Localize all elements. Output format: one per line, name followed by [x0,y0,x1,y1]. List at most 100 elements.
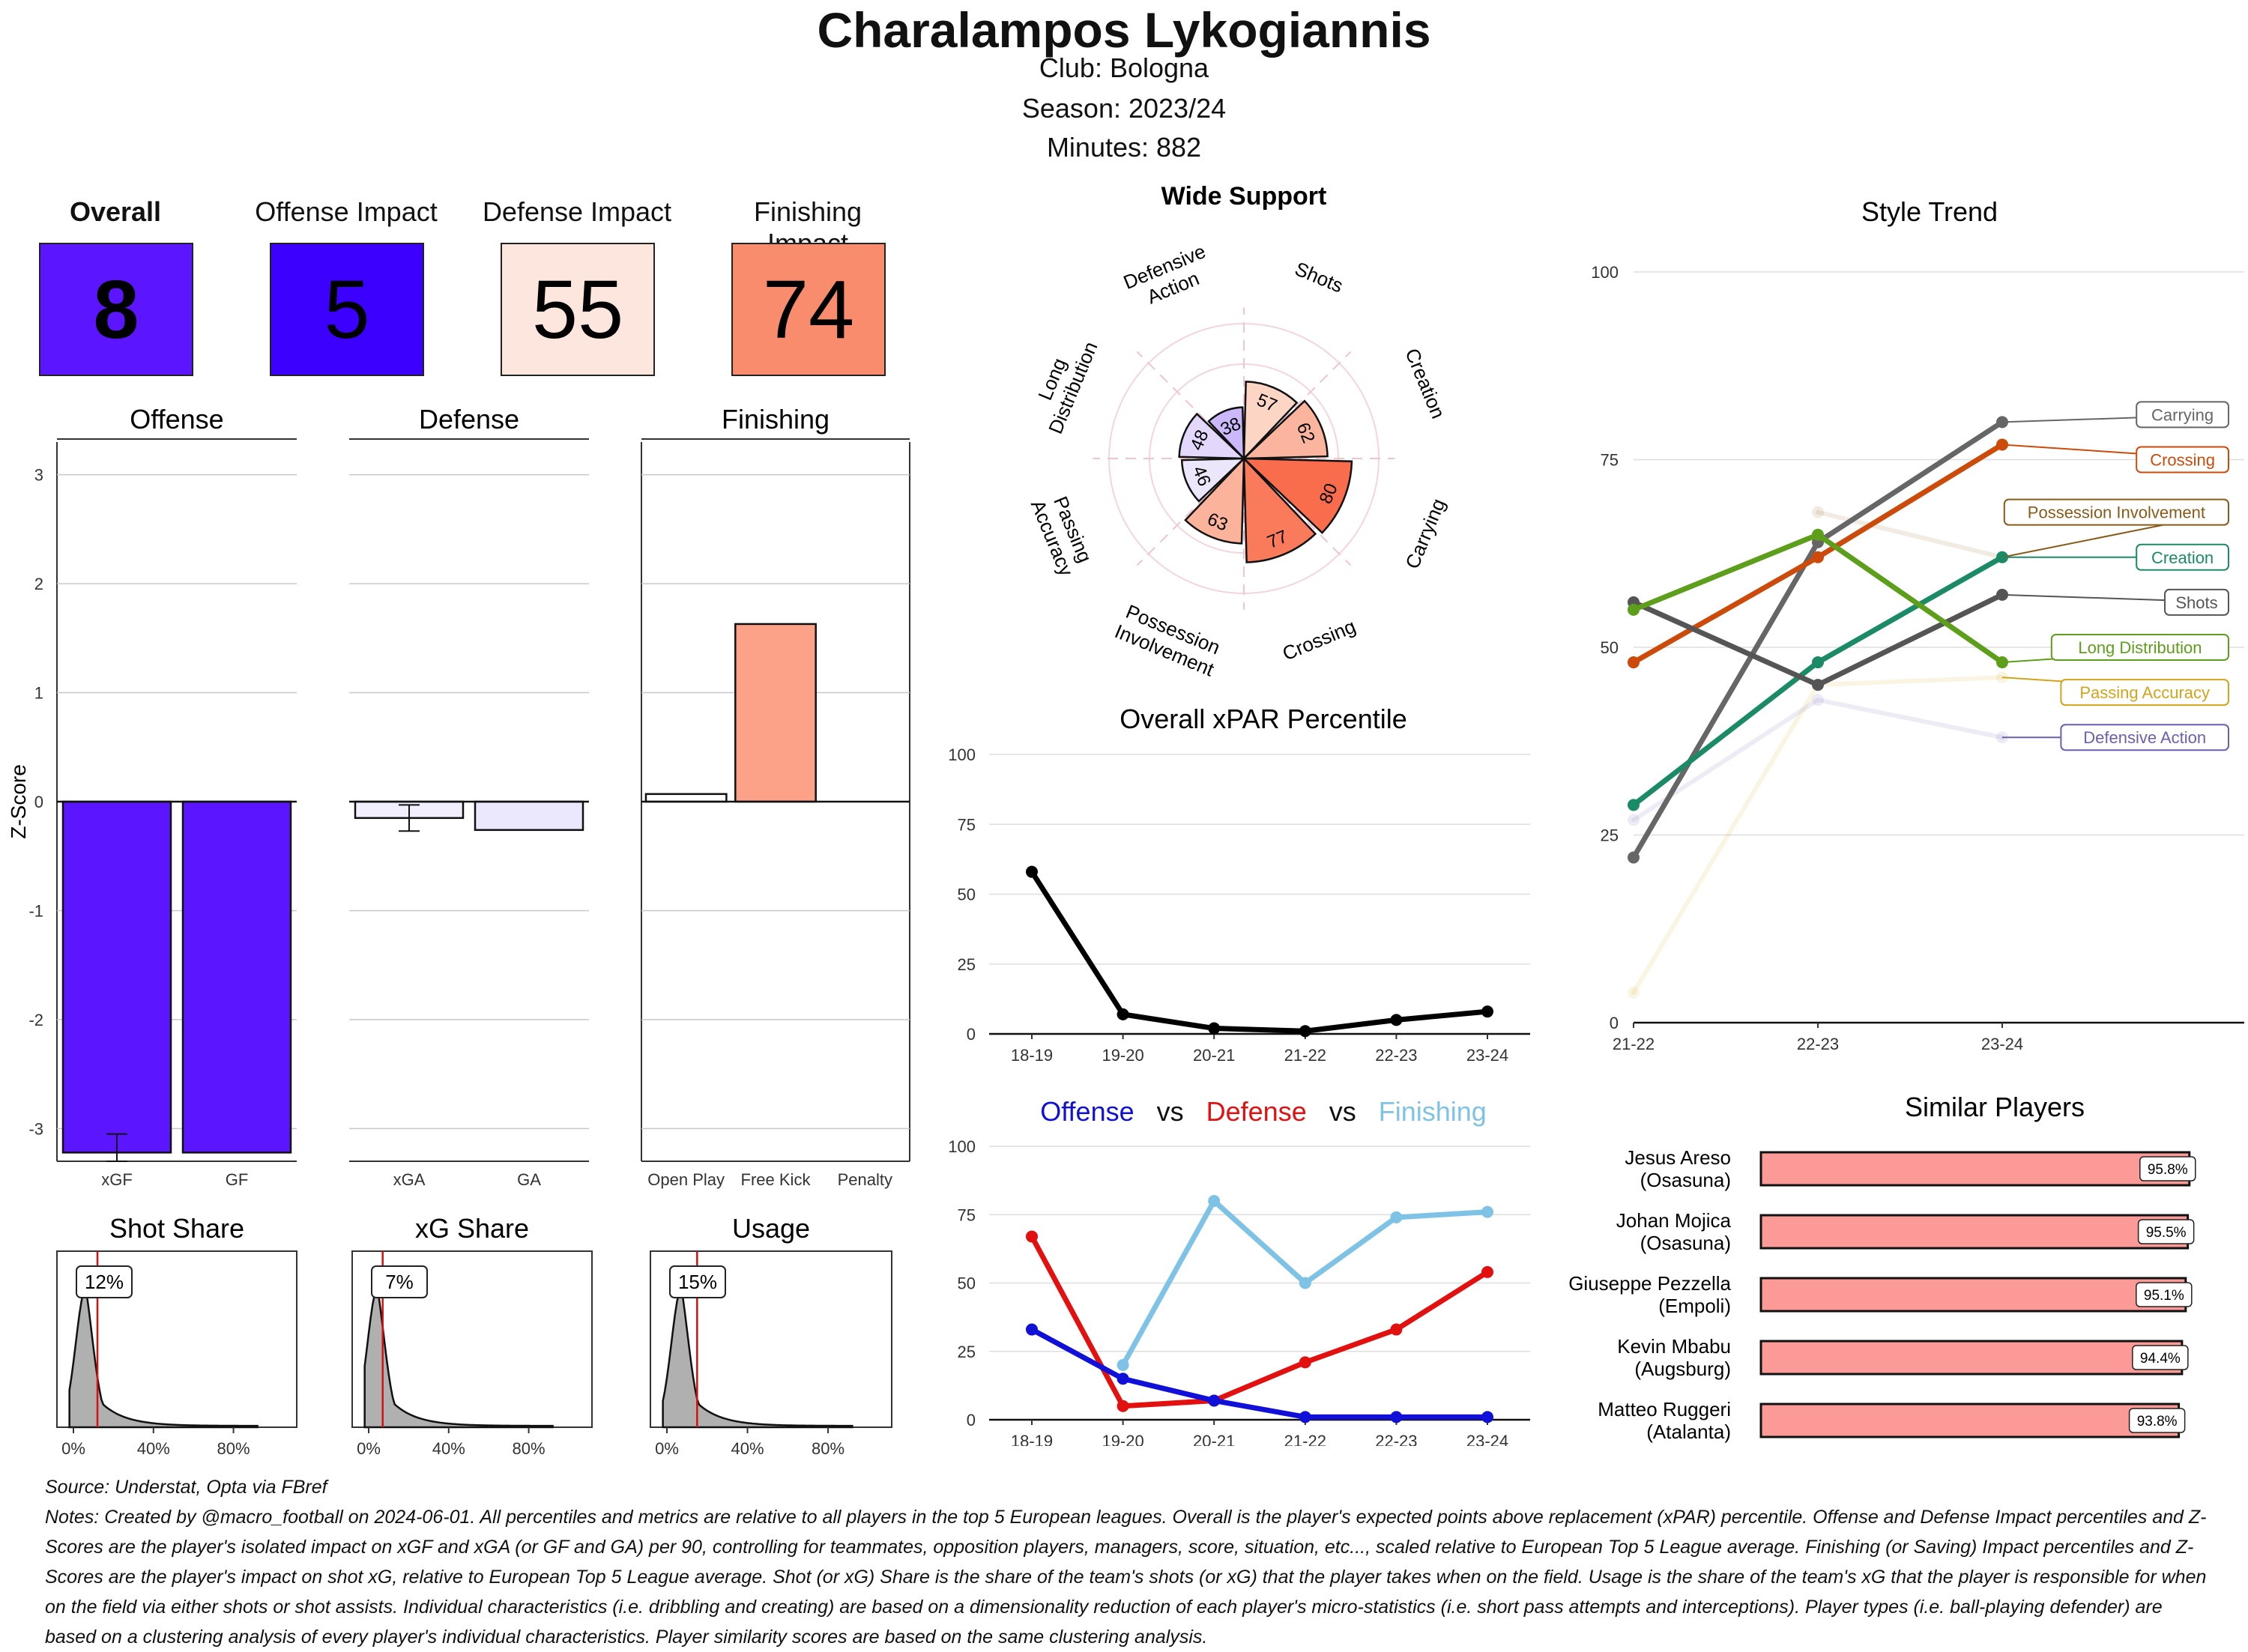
value-box [2136,1282,2193,1307]
density-area [363,1286,554,1429]
y-tick-label: 75 [1601,451,1619,470]
series-point [1481,1205,1493,1218]
radar-wedge [1180,457,1247,503]
chart-title: Overall xPAR Percentile [1120,704,1406,734]
series-label: Long Distribution [2078,638,2202,657]
x-tick-label: 40% [137,1439,170,1458]
y-tick-label: 100 [948,1137,976,1156]
series-point [1299,1277,1311,1289]
x-tick-label: Free Kick [741,1170,812,1189]
x-tick-label: 80% [513,1439,546,1458]
title-part: Defense [1184,1096,1307,1127]
value-box [2132,1345,2189,1370]
z-bar [734,623,817,803]
series-point [1208,1394,1221,1407]
x-tick-label: 18-19 [1011,1046,1053,1065]
series-point [1628,799,1640,811]
x-tick-label: xGF [101,1170,133,1189]
series-point [1299,1411,1311,1423]
radar-wedge [1241,457,1353,534]
y-tick-label: 3 [34,466,43,485]
similarity-value: 95.1% [2144,1288,2184,1304]
x-tick-label: 0% [357,1439,381,1458]
similarity-bar [1759,1151,2191,1187]
series-point [1628,814,1640,826]
x-tick-label: 0% [655,1439,679,1458]
series-label: Crossing [2150,451,2215,470]
radar-category-label: Crossing [1279,615,1359,665]
x-tick-label: 80% [217,1439,250,1458]
similarity-bar [1759,1403,2181,1438]
player-club: (Empoli) [1658,1295,1731,1317]
radar-ring [1196,411,1292,506]
series-point [1812,656,1824,669]
series-label-box [2164,588,2229,616]
series-label: Passing Accuracy [2079,683,2210,702]
y-tick-label: 25 [958,1343,976,1361]
radar-wedge [1241,399,1329,460]
y-tick-label: 50 [1601,638,1619,657]
similarity-value: 95.8% [2148,1162,2188,1178]
x-tick-label: 23-24 [1981,1035,2023,1053]
y-tick-label: 75 [958,1205,976,1224]
y-tick-label: 1 [34,684,43,703]
radar-wedge [1242,381,1299,462]
style-trend-chart: Style Trend 0 25 50 75 100 21-22 22-23 23-24 Carr… [1591,196,2244,1053]
radar-category: Carrying [1401,495,1449,572]
x-tick-label: 18-19 [1011,1432,1053,1446]
x-tick-label: Penalty [838,1170,892,1189]
series-point [1117,1400,1129,1412]
series-point [1208,1195,1221,1207]
x-tick-label: 40% [731,1439,764,1458]
series-label: Defensive Action [2083,728,2206,747]
x-tick-label: 22-23 [1375,1046,1417,1065]
series-label-box [2060,679,2230,707]
z-bar [61,800,172,1154]
player-name: Jesus Areso [1625,1146,1731,1169]
value-box [2139,1156,2196,1181]
series-line [1631,698,2004,823]
y-tick-label: -2 [28,1011,43,1029]
minutes-line: Minutes: 882 [1046,132,1202,163]
share-label: 15% [678,1271,717,1293]
series-point [1812,506,1824,518]
chart-title: Similar Players [1905,1092,2085,1122]
value-box [2137,1219,2195,1244]
title-part: Finishing [1356,1096,1487,1127]
panel-title: Defense [419,404,519,435]
player-club: (Osasuna) [1640,1169,1731,1191]
panel-title: Offense [130,404,223,435]
y-tick-label: 25 [958,955,976,974]
series-point [1628,603,1640,616]
panel-title: xG Share [415,1213,529,1244]
density-area [662,1286,853,1429]
x-tick-label: GA [517,1170,541,1189]
y-tick-label: -3 [28,1119,43,1138]
y-tick-label: 2 [34,575,43,593]
radar-category: Creation [1401,345,1449,422]
y-tick-label: 0 [34,793,43,811]
radar-category: Crossing [1279,615,1359,665]
y-tick-label: 100 [948,745,976,764]
y-tick-label: 50 [958,886,976,904]
tile-value: 74 [731,243,886,376]
series-point [1390,1411,1403,1423]
z-bar [644,793,728,803]
series-line [1631,419,2005,861]
y-tick-label: 0 [1610,1014,1619,1032]
series-label-box [2003,498,2229,526]
radar-wedge [1184,456,1245,545]
y-tick-label: 0 [967,1411,976,1429]
series-point [1812,528,1824,541]
panel-title: Finishing [722,404,830,435]
series-point [1117,1359,1129,1371]
series-line [1816,509,2004,560]
player-name: Giuseppe Pezzella [1568,1272,1731,1295]
series-point [1390,1014,1403,1026]
series-label-box [2060,724,2230,751]
radar-category-label: Creation [1401,345,1449,422]
notes-text: Notes: Created by @macro_football on 202… [45,1507,2207,1648]
x-tick-label: 23-24 [1466,1046,1508,1065]
title-part: vs [1307,1096,1356,1127]
